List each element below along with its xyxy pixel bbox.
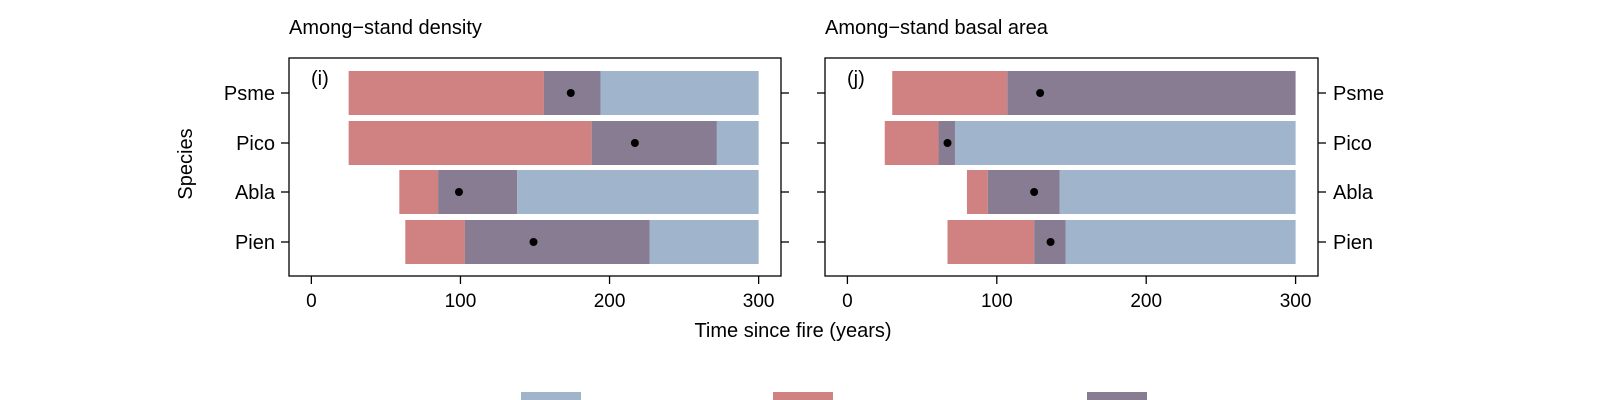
x-tick-label: 200 xyxy=(594,291,626,312)
x-tick-label: 300 xyxy=(743,291,775,312)
bar-blue-pien xyxy=(649,220,759,264)
y-tick-label-pico: Pico xyxy=(1333,133,1372,155)
bar-red-abla xyxy=(399,170,439,214)
y-tick-label-pien: Pien xyxy=(1333,232,1373,254)
point-pien xyxy=(1046,238,1055,246)
point-pico xyxy=(943,139,952,147)
bar-blue-psme xyxy=(600,71,759,115)
legend-swatch xyxy=(773,392,833,400)
panel-basal-area: Among−stand basal area (j) 0 100 200 300 Psme P… xyxy=(817,17,1384,312)
point-psme xyxy=(1036,89,1045,97)
bar-purple-pien xyxy=(464,220,650,264)
bar-blue-pien xyxy=(1065,220,1296,264)
bar-blue-abla xyxy=(517,170,759,214)
y-tick-label-pien: Pien xyxy=(235,232,275,254)
bar-purple-abla xyxy=(438,170,518,214)
x-tick-label: 100 xyxy=(445,291,477,312)
bar-red-pico xyxy=(884,121,939,165)
point-psme xyxy=(566,89,575,97)
point-pien xyxy=(529,238,538,246)
panel-title: Among−stand basal area xyxy=(825,17,1049,39)
plot-frame xyxy=(824,57,1319,277)
y-tick-label-psme: Psme xyxy=(224,83,275,105)
bar-blue-pico xyxy=(716,121,759,165)
bar-red-pico xyxy=(348,121,592,165)
y-tick-label-abla: Abla xyxy=(1333,182,1374,204)
panel-title: Among−stand density xyxy=(289,17,482,39)
bar-red-abla xyxy=(966,170,988,214)
legend-swatch xyxy=(1087,392,1147,400)
bar-purple-pico xyxy=(591,121,717,165)
legend xyxy=(521,392,1147,400)
legend-swatch xyxy=(521,392,581,400)
point-abla xyxy=(454,188,463,196)
bar-red-pien xyxy=(947,220,1035,264)
point-pico xyxy=(630,139,639,147)
bar-red-psme xyxy=(348,71,544,115)
bar-blue-abla xyxy=(1059,170,1296,214)
x-tick-label: 200 xyxy=(1130,291,1162,312)
bar-purple-abla xyxy=(987,170,1060,214)
panel-label: (i) xyxy=(311,68,329,90)
y-axis-label: Species xyxy=(175,128,197,199)
point-abla xyxy=(1030,188,1039,196)
bar-purple-psme xyxy=(1007,71,1296,115)
bar-blue-pico xyxy=(954,121,1296,165)
bar-red-psme xyxy=(892,71,1008,115)
x-axis-label: Time since fire (years) xyxy=(694,320,891,342)
panel-density: Among−stand density (i) 0 100 200 300 Psme Pico… xyxy=(224,17,789,312)
x-tick-label: 300 xyxy=(1280,291,1312,312)
panel-label: (j) xyxy=(847,68,865,90)
y-tick-label-pico: Pico xyxy=(236,133,275,155)
y-tick-label-abla: Abla xyxy=(235,182,276,204)
x-tick-label: 0 xyxy=(842,291,853,312)
bar-red-pien xyxy=(405,220,465,264)
x-tick-label: 100 xyxy=(981,291,1013,312)
x-tick-label: 0 xyxy=(306,291,317,312)
plot-frame xyxy=(288,57,782,277)
y-tick-label-psme: Psme xyxy=(1333,83,1384,105)
